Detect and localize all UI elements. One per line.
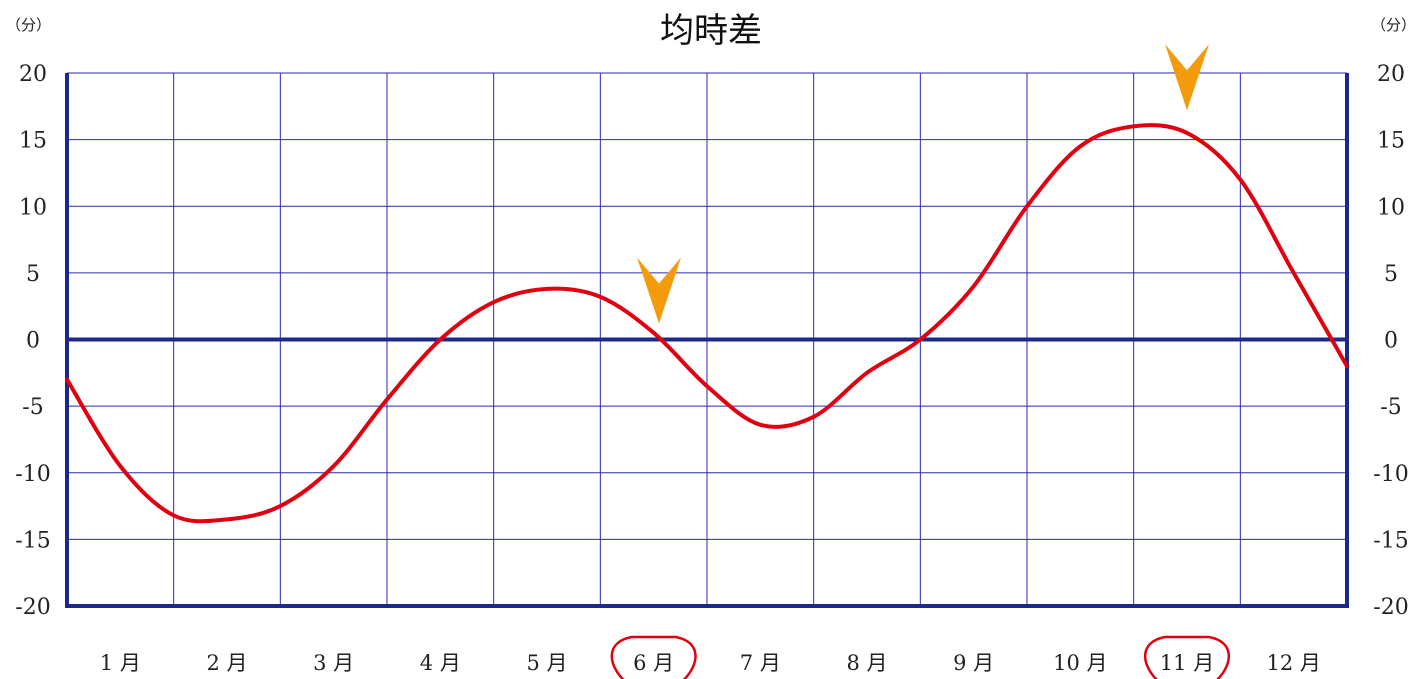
x-tick-label: 7 月 bbox=[740, 651, 781, 675]
y-tick-label-left: 20 bbox=[19, 62, 47, 87]
y-tick-label-right: 10 bbox=[1377, 195, 1405, 220]
month-highlight-circle bbox=[610, 635, 697, 679]
left-unit-label: （分） bbox=[6, 16, 51, 34]
y-tick-label-right: -10 bbox=[1373, 462, 1408, 487]
y-tick-label-left: -10 bbox=[15, 462, 50, 487]
markers bbox=[637, 44, 1209, 324]
left-y-axis: 20 15 10 5 0 -5 -10 -15 -20 bbox=[15, 62, 50, 620]
y-tick-label-right: -15 bbox=[1373, 528, 1408, 553]
y-tick-label-right: -5 bbox=[1380, 395, 1401, 420]
y-tick-label-left: -15 bbox=[15, 528, 50, 553]
y-tick-label-left: -5 bbox=[22, 395, 43, 420]
grid bbox=[67, 73, 1347, 606]
x-tick-label: 6 月 bbox=[633, 651, 674, 675]
series-line bbox=[65, 123, 1349, 524]
y-tick-label-left: 0 bbox=[26, 329, 40, 354]
y-tick-label-right: 5 bbox=[1384, 262, 1398, 287]
y-tick-label-left: -20 bbox=[15, 595, 50, 620]
x-tick-label: 11 月 bbox=[1160, 651, 1214, 675]
y-tick-label-right: 0 bbox=[1384, 329, 1398, 354]
x-tick-label: 8 月 bbox=[846, 651, 887, 675]
x-tick-label: 4 月 bbox=[420, 651, 461, 675]
right-y-axis: 20 15 10 5 0 -5 -10 -15 -20 bbox=[1373, 62, 1408, 620]
y-tick-label-right: 15 bbox=[1377, 129, 1405, 154]
x-tick-label: 3 月 bbox=[313, 651, 354, 675]
x-tick-label: 1 月 bbox=[100, 651, 141, 675]
x-tick-label: 2 月 bbox=[206, 651, 247, 675]
x-tick-label: 9 月 bbox=[953, 651, 994, 675]
november-marker bbox=[1165, 44, 1209, 111]
x-tick-label: 10 月 bbox=[1053, 651, 1107, 675]
month-highlight-circle bbox=[1143, 635, 1231, 679]
y-tick-label-right: 20 bbox=[1377, 62, 1405, 87]
y-tick-label-left: 10 bbox=[19, 195, 47, 220]
chart-title: 均時差 bbox=[660, 11, 762, 51]
x-axis: 1 月 2 月 3 月 4 月 5 月 6 月 7 月 8 月 9 月 10 月 11 月 12 月 bbox=[100, 635, 1321, 679]
y-tick-label-right: -20 bbox=[1373, 595, 1408, 620]
right-unit-label: （分） bbox=[1371, 16, 1416, 34]
june-marker bbox=[637, 257, 681, 324]
x-tick-label: 5 月 bbox=[526, 651, 567, 675]
y-tick-label-left: 5 bbox=[26, 262, 40, 287]
frame bbox=[65, 72, 1349, 608]
y-tick-label-left: 15 bbox=[19, 129, 47, 154]
x-tick-label: 12 月 bbox=[1266, 651, 1320, 675]
